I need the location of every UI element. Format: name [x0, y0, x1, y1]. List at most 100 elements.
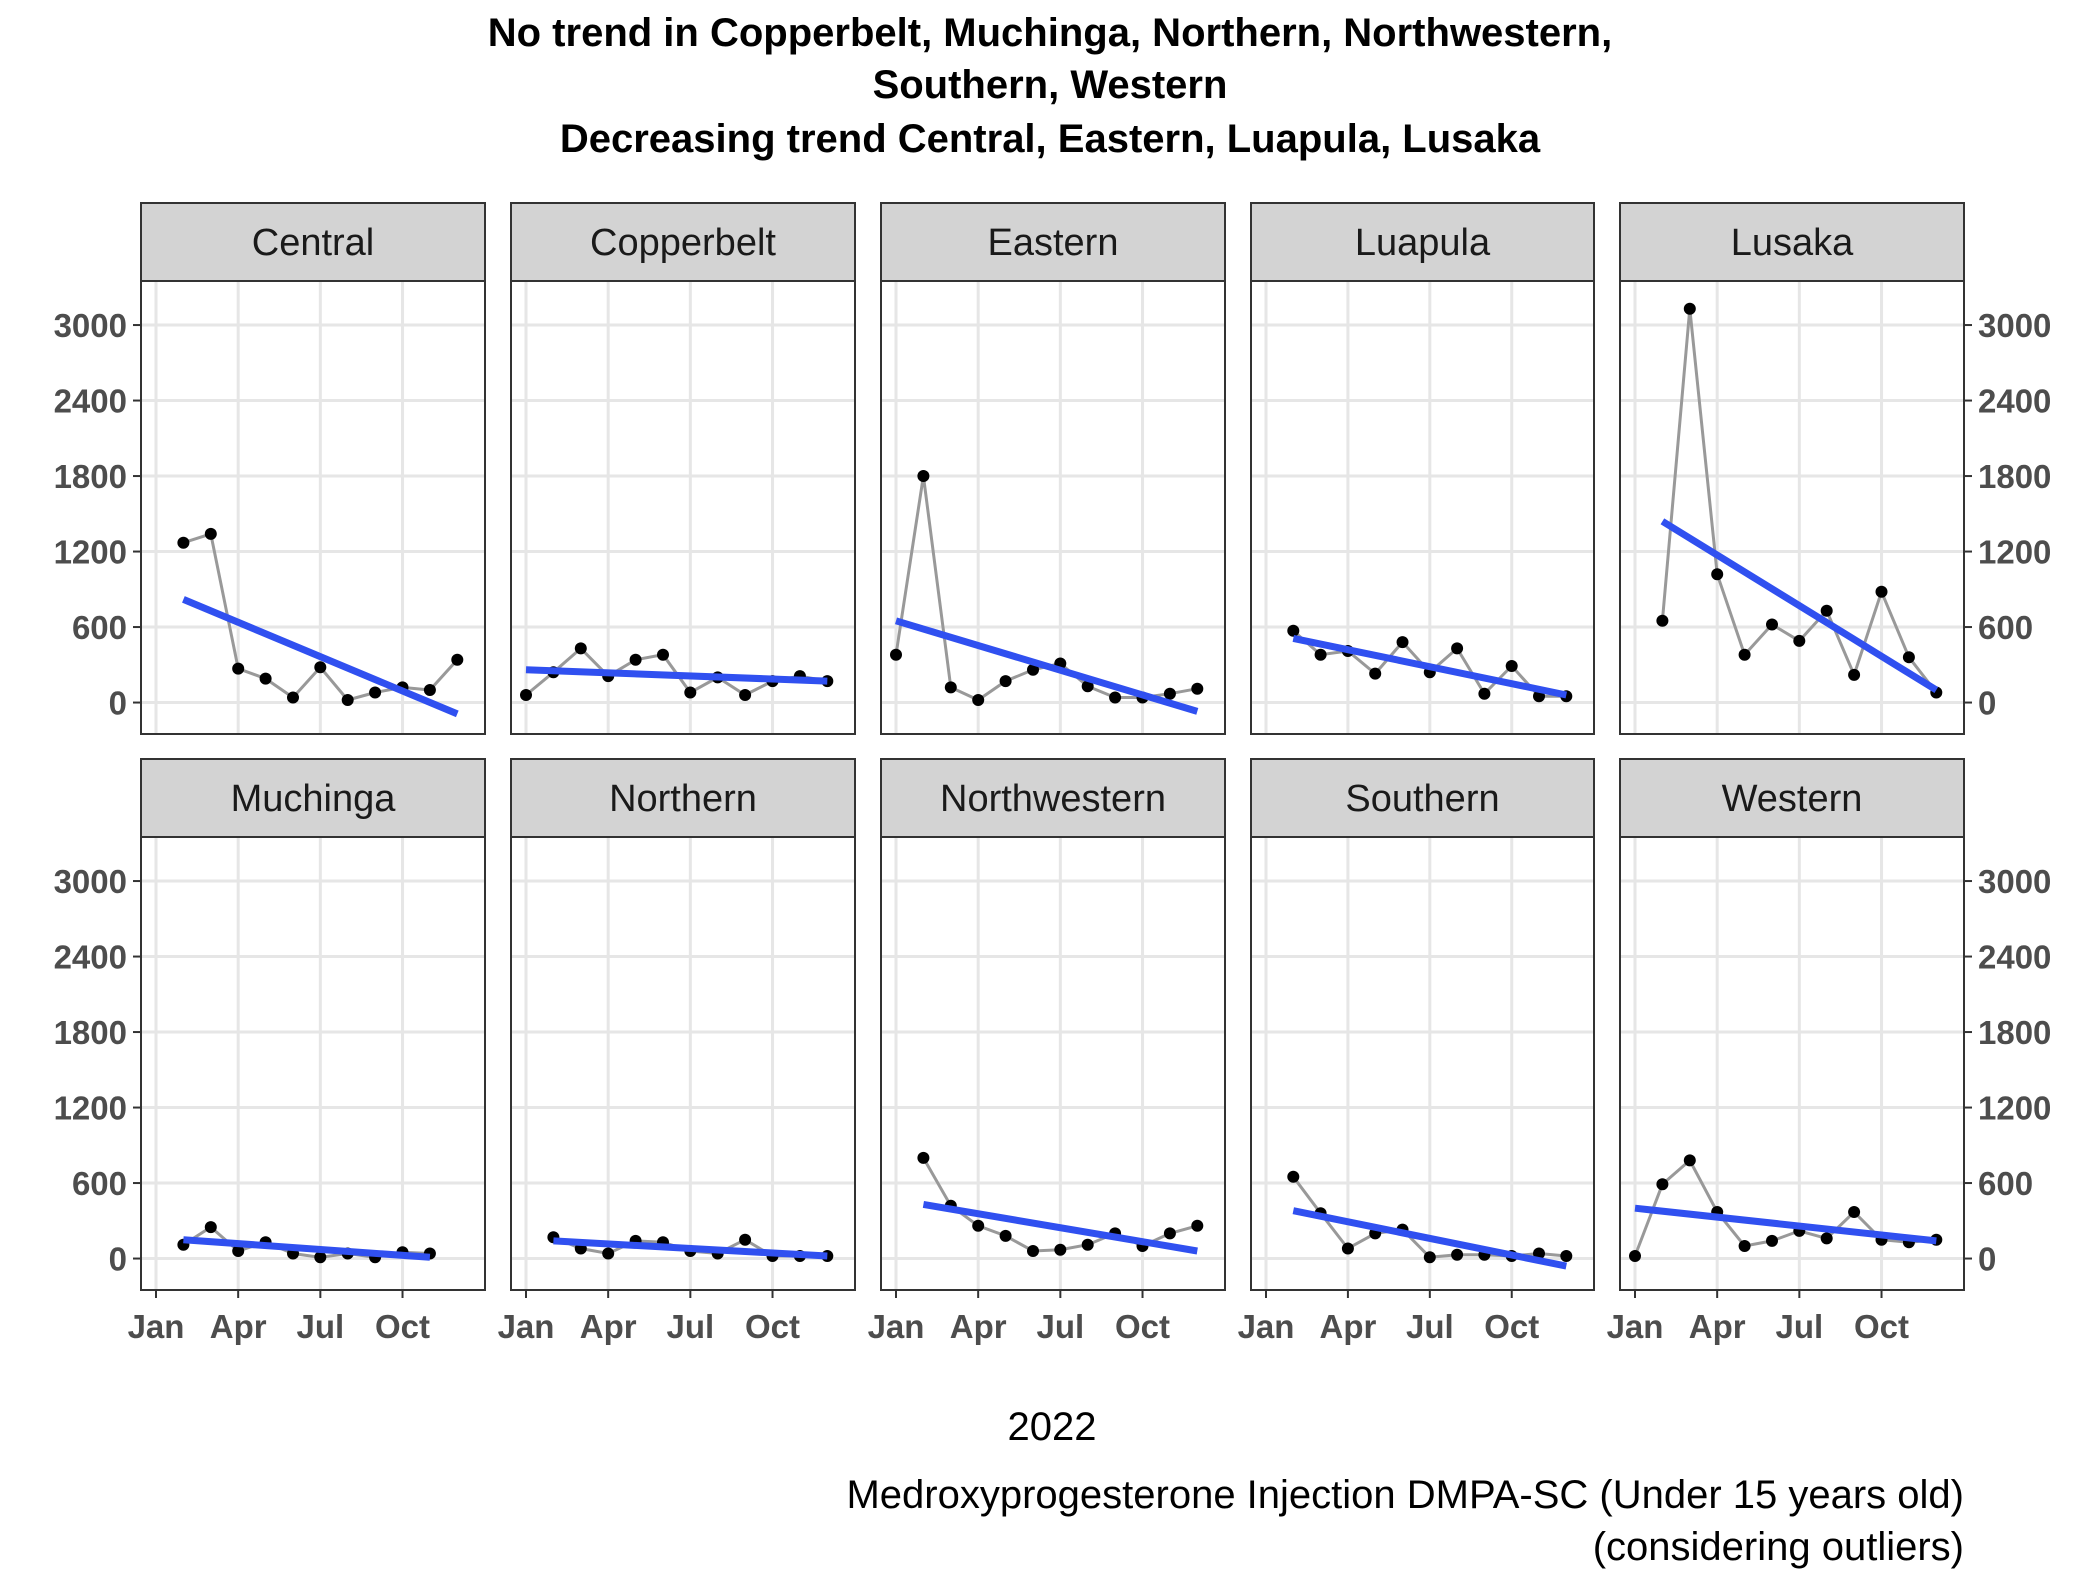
plot-area	[141, 837, 485, 1290]
y-tick-label: 1800	[1978, 458, 2051, 495]
data-point-2022-03	[1314, 648, 1327, 661]
x-tick-label: Oct	[745, 1308, 800, 1345]
data-point-2022-03	[1683, 1154, 1696, 1167]
chart-caption-line: (considering outliers)	[1593, 1525, 1964, 1569]
x-tick-label: Jul	[297, 1308, 345, 1345]
trend-line	[1292, 1207, 1567, 1270]
x-tick-label: Oct	[1484, 1308, 1539, 1345]
data-point-2022-07	[1423, 1251, 1436, 1264]
trend-line	[922, 1200, 1198, 1255]
data-point-2022-05	[1369, 667, 1382, 680]
plot-area	[881, 281, 1225, 734]
x-tick-label: Oct	[375, 1308, 430, 1345]
data-point-2022-01	[890, 648, 902, 661]
facet-strip	[1250, 758, 1595, 838]
x-tick-label: Jul	[1406, 1308, 1454, 1345]
data-point-2022-06	[1027, 1245, 1039, 1257]
x-tick-label: Apr	[1319, 1308, 1376, 1345]
chart-title-line: Southern, Western	[873, 63, 1228, 107]
facet-strip	[1619, 758, 1965, 838]
data-point-2022-03	[1683, 302, 1696, 315]
data-point-2022-11	[423, 684, 436, 696]
data-point-2022-06	[1027, 663, 1039, 676]
data-point-2022-05	[1738, 648, 1751, 661]
facet-strip	[510, 758, 856, 838]
x-tick-label: Apr	[580, 1308, 637, 1345]
data-point-2022-11	[1902, 651, 1915, 664]
y-axis-left: 0 600 1200 1800 2400 3000	[54, 863, 141, 1278]
y-tick-label: 600	[1978, 609, 2033, 646]
y-tick-label: 600	[1978, 1165, 2033, 1202]
facet-strip-label: Lusaka	[1731, 222, 1854, 264]
data-point-2022-02	[1287, 624, 1300, 637]
x-axis-title: 2022	[1008, 1405, 1097, 1449]
x-axis: Jan Apr Jul Oct	[128, 1290, 430, 1345]
x-tick-label: Oct	[1854, 1308, 1909, 1345]
data-point-2022-12	[1191, 682, 1204, 695]
facet-strip-label: Northern	[609, 778, 757, 820]
facet-panel-southern: Southern Jan Apr Jul Oct	[1238, 758, 1595, 1345]
data-point-2022-02	[1287, 1170, 1300, 1183]
y-tick-label: 0	[1978, 1241, 1996, 1278]
data-point-2022-04	[972, 1219, 985, 1232]
data-point-2022-07	[1054, 1243, 1067, 1256]
data-point-2022-04	[232, 1245, 245, 1257]
trend-line	[182, 596, 459, 718]
y-axis-right: 0 600 1200 1800 2400 3000	[1964, 307, 2051, 722]
y-tick-label: 0	[109, 685, 127, 722]
x-tick-label: Jan	[498, 1308, 555, 1345]
data-point-2022-07	[1793, 634, 1806, 647]
data-point-2022-01	[1629, 1250, 1641, 1262]
facet-panel-muchinga: Muchinga 0 600 1200 1800 2400 3000 Jan Apr Jul Oct	[54, 758, 486, 1345]
y-tick-label: 1200	[54, 1090, 127, 1127]
panel-border	[510, 836, 856, 1291]
y-tick-label: 2400	[54, 383, 127, 420]
facet-panel-northern: Northern Jan Apr Jul Oct	[498, 758, 856, 1345]
y-tick-label: 2400	[1978, 939, 2051, 976]
data-point-2022-10	[1875, 585, 1888, 598]
plot-area	[1251, 281, 1594, 734]
chart-title-line: No trend in Copperbelt, Muchinga, Northe…	[488, 11, 1612, 55]
facet-panel-central: Central 0 600 1200 1800 2400 3000	[54, 202, 486, 735]
data-point-2022-05	[629, 653, 642, 666]
y-tick-label: 1200	[1978, 1090, 2051, 1127]
x-axis: Jan Apr Jul Oct	[868, 1290, 1170, 1345]
y-tick-label: 600	[72, 1165, 127, 1202]
facet-strip	[140, 202, 486, 282]
data-point-2022-01	[520, 689, 532, 701]
y-tick-label: 1800	[54, 1014, 127, 1051]
x-tick-label: Apr	[210, 1308, 267, 1345]
data-point-2022-07	[314, 1251, 327, 1264]
chart-title: No trend in Copperbelt, Muchinga, Northe…	[488, 11, 1612, 161]
y-axis-left: 0 600 1200 1800 2400 3000	[54, 307, 141, 722]
x-tick-label: Apr	[1689, 1308, 1746, 1345]
data-point-2022-03	[944, 681, 957, 694]
y-tick-label: 1800	[1978, 1014, 2051, 1051]
y-tick-label: 0	[1978, 685, 1996, 722]
panel-border	[140, 836, 486, 1291]
facet-strip-label: Luapula	[1355, 222, 1491, 264]
data-point-2022-04	[1341, 1242, 1354, 1255]
facet-strip-label: Muchinga	[231, 778, 397, 820]
x-tick-label: Jan	[868, 1308, 925, 1345]
y-tick-label: 1800	[54, 458, 127, 495]
y-tick-label: 0	[109, 1241, 127, 1278]
facet-strip-label: Western	[1722, 778, 1863, 820]
panel-border	[1619, 280, 1965, 735]
y-tick-label: 600	[72, 609, 127, 646]
y-tick-label: 2400	[54, 939, 127, 976]
x-tick-label: Jan	[1238, 1308, 1295, 1345]
data-point-2022-02	[917, 470, 930, 482]
panel-border	[140, 280, 486, 735]
facet-strip-label: Copperbelt	[590, 222, 776, 264]
plot-area	[1251, 837, 1594, 1290]
facet-strip-label: Southern	[1345, 778, 1499, 820]
facet-strip	[510, 202, 856, 282]
data-point-2022-07	[314, 661, 327, 674]
chart-caption-line: Medroxyprogesterone Injection DMPA-SC (U…	[846, 1473, 1964, 1517]
data-point-2022-05	[999, 675, 1012, 688]
data-point-2022-02	[1656, 1178, 1669, 1191]
data-point-2022-02	[917, 1151, 930, 1164]
facet-strip	[880, 202, 1226, 282]
